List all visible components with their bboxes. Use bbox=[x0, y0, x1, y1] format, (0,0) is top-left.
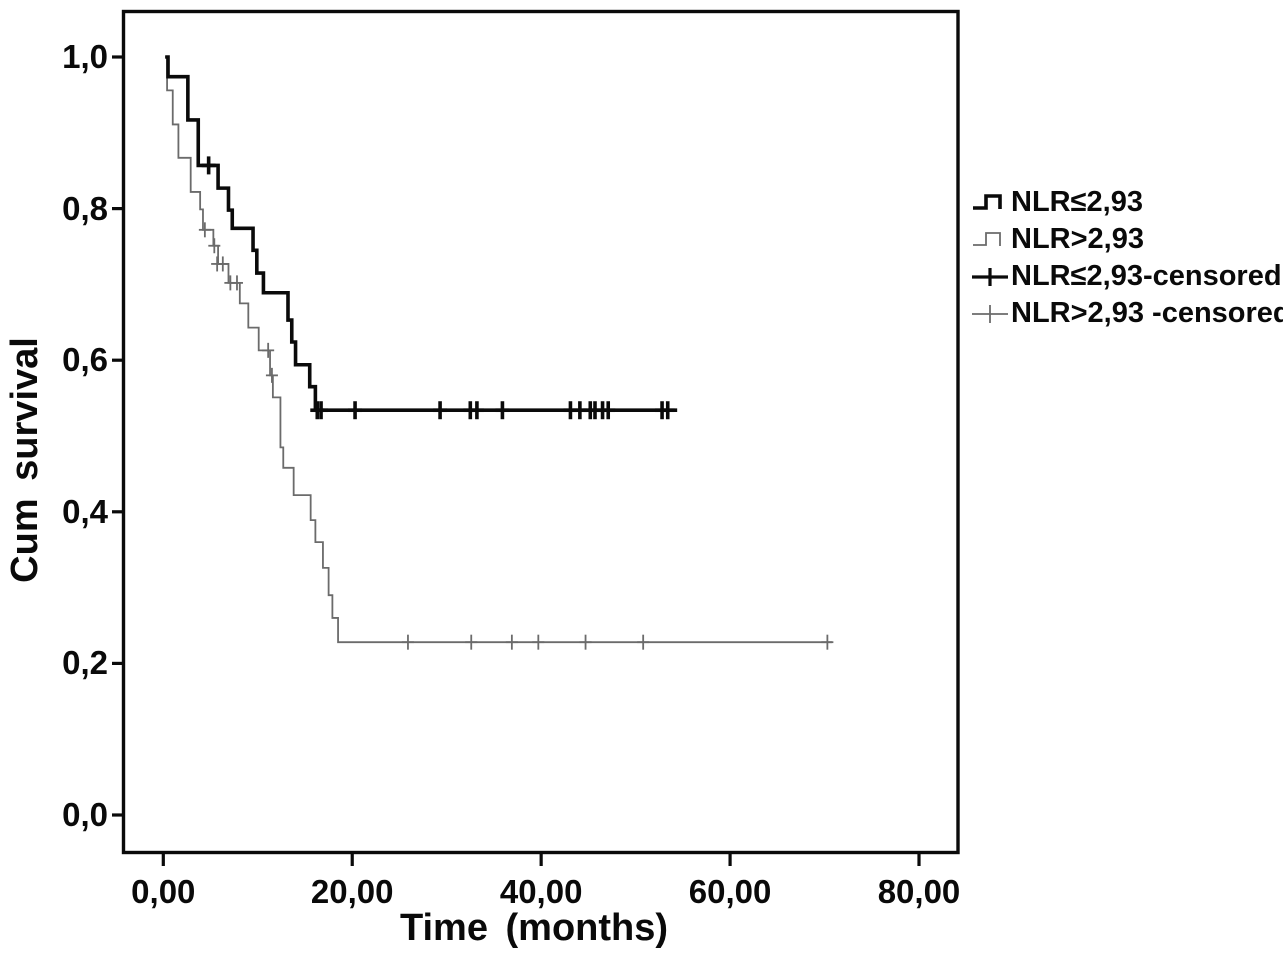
y-tick-label: 0,4 bbox=[62, 492, 108, 530]
censor-plus-icon bbox=[972, 304, 1008, 323]
y-tick-label: 0,8 bbox=[62, 189, 108, 227]
legend-glyph bbox=[973, 193, 1002, 210]
survival-curve bbox=[165, 55, 678, 413]
plot-frame bbox=[121, 9, 960, 855]
survival-curve bbox=[165, 56, 833, 644]
legend-label: NLR>2,93 -censored bbox=[1011, 297, 1283, 329]
legend-item: NLR≤2,93 bbox=[971, 184, 1283, 221]
legend-label: NLR>2,93 bbox=[1011, 223, 1144, 255]
legend-label: NLR≤2,93 bbox=[1011, 186, 1143, 218]
legend-label: NLR≤2,93-censored bbox=[1011, 260, 1282, 292]
x-axis-title: Time (months) bbox=[399, 907, 669, 949]
y-tick-label: 0,0 bbox=[62, 796, 108, 833]
legend-item: NLR>2,93 bbox=[971, 221, 1283, 258]
legend-glyph bbox=[973, 231, 1001, 246]
x-tick-label: 60,00 bbox=[688, 873, 772, 910]
y-tick-label: 1,0 bbox=[62, 38, 108, 75]
legend: NLR≤2,93 NLR>2,93 NLR≤2,93-censored NLR>2,9… bbox=[971, 184, 1283, 332]
x-tick-label: 40,00 bbox=[499, 873, 583, 910]
y-axis-title: Cum survival bbox=[4, 337, 46, 583]
y-tick-label: 0,6 bbox=[62, 341, 108, 379]
x-tick-label: 20,00 bbox=[310, 873, 394, 910]
censor-plus-icon bbox=[972, 267, 1008, 286]
legend-item: NLR≤2,93-censored bbox=[971, 258, 1283, 295]
x-tick-label: 0,00 bbox=[131, 873, 196, 910]
legend-item: NLR>2,93 -censored bbox=[971, 295, 1283, 332]
step-line-icon bbox=[973, 231, 1001, 246]
legend-glyph bbox=[972, 304, 1008, 323]
step-line-icon bbox=[973, 193, 1002, 210]
y-tick-label: 0,2 bbox=[62, 644, 108, 682]
x-tick-label: 80,00 bbox=[877, 873, 961, 910]
legend-glyph bbox=[972, 267, 1008, 286]
